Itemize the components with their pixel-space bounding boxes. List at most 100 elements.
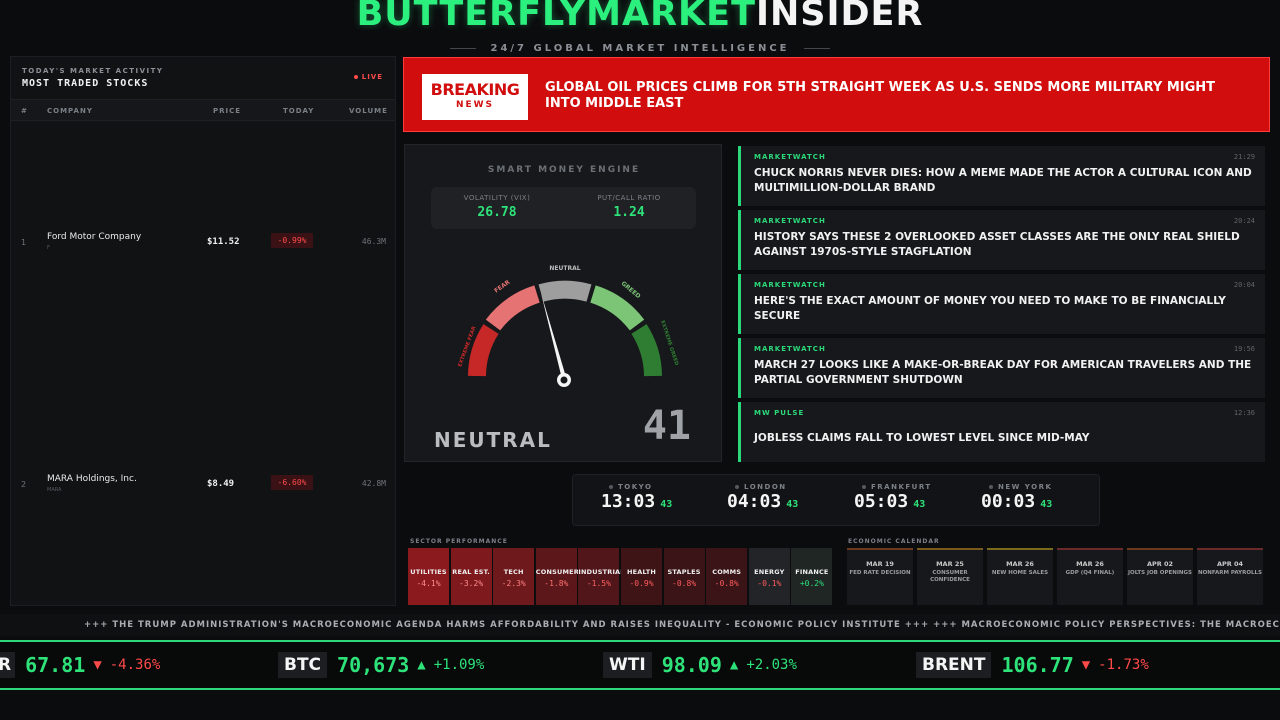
calendar-event[interactable]: MAR 25 CONSUMER CONFIDENCE	[917, 548, 983, 605]
ticker-price: 106.77	[1001, 653, 1074, 677]
calendar-event[interactable]: APR 02 JOLTS JOB OPENINGS	[1127, 548, 1193, 605]
stock-change: -0.99%	[271, 233, 313, 248]
calendar-event[interactable]: MAR 19 FED RATE DECISION	[847, 548, 913, 605]
sector-tile[interactable]: CONSUMER -1.8%	[535, 548, 580, 605]
event-name: NONFARM PAYROLLS	[1197, 570, 1262, 576]
stock-row[interactable]: 1 Ford Motor Company F $11.52 -0.99% 46.…	[11, 232, 395, 262]
sector-tile[interactable]: FINANCE +0.2%	[791, 548, 833, 605]
sector-tile[interactable]: STAPLES -0.8%	[663, 548, 705, 605]
sector-tile[interactable]: INDUSTRIAL -1.5%	[578, 548, 625, 605]
zone-label-fear: FEAR	[493, 279, 512, 295]
gauge-zone-extreme-greed	[631, 324, 662, 377]
stock-change: -6.60%	[271, 475, 313, 490]
col-volume[interactable]: VOLUME	[349, 107, 388, 115]
news-item[interactable]: MW PULSE 12:36 JOBLESS CLAIMS FALL TO LO…	[738, 402, 1265, 462]
event-name: GDP (Q4 FINAL)	[1065, 570, 1115, 576]
engine-stats: VOLATILITY (VIX) 26.78 PUT/CALL RATIO 1.…	[431, 187, 696, 229]
gauge-zone-greed	[589, 285, 645, 331]
news-headline[interactable]: HISTORY SAYS THESE 2 OVERLOOKED ASSET CL…	[754, 231, 1240, 258]
sector-value: -1.5%	[586, 579, 611, 588]
news-item[interactable]: MARKETWATCH 20:04 HERE'S THE EXACT AMOUN…	[738, 274, 1265, 334]
sector-value: -1.8%	[544, 579, 569, 588]
news-time: 20:24	[1233, 217, 1255, 225]
clock-time: 13:03	[601, 491, 656, 512]
news-source: MARKETWATCH	[754, 345, 826, 353]
ticker-symbol: WTI	[603, 652, 652, 678]
event-date: APR 02	[1146, 560, 1174, 568]
sector-tile[interactable]: UTILITIES -4.1%	[408, 548, 449, 605]
clock-city: NEW YORK	[981, 483, 1101, 491]
ticker-asset[interactable]: BRENT 106.77 ▼ -1.73%	[916, 652, 1149, 680]
sector-name: FINANCE	[795, 568, 829, 576]
gauge-pivot-center	[560, 376, 568, 384]
brand-green: BUTTERFLYMARKET	[356, 0, 756, 30]
row-num: 1	[21, 238, 27, 247]
col-today[interactable]: TODAY	[283, 107, 315, 115]
news-item[interactable]: MARKETWATCH 19:56 MARCH 27 LOOKS LIKE A …	[738, 338, 1265, 398]
gauge-zone-extreme-fear	[468, 324, 499, 377]
row-num: 2	[21, 480, 27, 489]
gauge-zone-fear	[485, 285, 541, 331]
ticker-change: -1.73%	[1098, 657, 1149, 673]
news-headline[interactable]: HERE'S THE EXACT AMOUNT OF MONEY YOU NEE…	[754, 295, 1226, 322]
calendar-event[interactable]: APR 04 NONFARM PAYROLLS	[1197, 548, 1263, 605]
news-source: MARKETWATCH	[754, 217, 826, 225]
clock-seconds: 43	[913, 499, 926, 510]
col-company[interactable]: COMPANY	[47, 107, 93, 115]
live-badge: LIVE	[353, 73, 383, 81]
news-headline[interactable]: JOBLESS CLAIMS FALL TO LOWEST LEVEL SINC…	[754, 432, 1090, 444]
stocks-subtitle: TODAY'S MARKET ACTIVITY	[22, 67, 164, 75]
calendar-event[interactable]: MAR 26 GDP (Q4 FINAL)	[1057, 548, 1123, 605]
ticker-arrow-up-icon: ▲	[729, 657, 739, 673]
news-item[interactable]: MARKETWATCH 21:29 CHUCK NORRIS NEVER DIE…	[738, 146, 1265, 206]
most-traded-panel: TODAY'S MARKET ACTIVITY MOST TRADED STOC…	[10, 56, 396, 606]
news-label: NEWS	[455, 100, 495, 110]
sector-name: UTILITIES	[410, 568, 447, 576]
sector-value: -0.8%	[714, 579, 739, 588]
clock-new-york: NEW YORK 00:03 43	[981, 483, 1101, 512]
live-dot-icon	[353, 75, 358, 79]
news-headline[interactable]: MARCH 27 LOOKS LIKE A MAKE-OR-BREAK DAY …	[754, 359, 1252, 386]
sector-tile[interactable]: TECH -2.3%	[493, 548, 535, 605]
sector-value: -3.2%	[459, 579, 484, 588]
stocks-header: TODAY'S MARKET ACTIVITY MOST TRADED STOC…	[22, 67, 163, 89]
news-time: 20:04	[1233, 281, 1255, 289]
economic-calendar-label: ECONOMIC CALENDAR	[848, 538, 940, 545]
sector-name: TECH	[503, 568, 524, 576]
news-headline[interactable]: CHUCK NORRIS NEVER DIES: HOW A MEME MADE…	[754, 167, 1252, 194]
col-price[interactable]: PRICE	[213, 107, 242, 115]
col-num: #	[21, 107, 28, 115]
smart-money-engine: SMART MONEY ENGINE VOLATILITY (VIX) 26.7…	[404, 144, 722, 462]
news-time: 21:29	[1233, 153, 1255, 161]
sector-tile[interactable]: COMMS -0.8%	[706, 548, 748, 605]
ticker-change: +2.03%	[746, 657, 797, 673]
event-date: MAR 26	[1076, 560, 1104, 568]
sector-name: INDUSTRIAL	[578, 568, 625, 576]
event-name: NEW HOME SALES	[991, 570, 1049, 576]
breaking-news-banner[interactable]: BREAKING NEWS GLOBAL OIL PRICES CLIMB FO…	[403, 57, 1270, 132]
zone-label-neutral: NEUTRAL	[549, 265, 580, 272]
ticker-change: +1.09%	[433, 657, 485, 673]
sector-tile[interactable]: REAL EST. -3.2%	[450, 548, 492, 605]
ticker-asset[interactable]: BTC 70,673 ▲ +1.09%	[278, 652, 484, 680]
breaking-headline[interactable]: GLOBAL OIL PRICES CLIMB FOR 5TH STRAIGHT…	[545, 80, 1216, 111]
sector-tile[interactable]: ENERGY -0.1%	[748, 548, 790, 605]
news-item[interactable]: MARKETWATCH 20:24 HISTORY SAYS THESE 2 O…	[738, 210, 1265, 270]
tagline: 24/7 GLOBAL MARKET INTELLIGENCE	[0, 43, 1280, 54]
gauge-needle	[541, 293, 566, 379]
stocks-title: MOST TRADED STOCKS	[22, 78, 149, 89]
stock-row[interactable]: 2 MARA Holdings, Inc. MARA $8.49 -6.60% …	[11, 474, 395, 504]
clock-seconds: 43	[1040, 499, 1053, 510]
ticker-asset[interactable]: R 67.81 ▼ -4.36%	[0, 652, 160, 680]
calendar-event[interactable]: MAR 26 NEW HOME SALES	[987, 548, 1053, 605]
news-time: 19:56	[1233, 345, 1255, 353]
ticker-arrow-down-icon: ▼	[1081, 657, 1091, 673]
sector-performance-label: SECTOR PERFORMANCE	[410, 538, 508, 545]
sector-tile[interactable]: HEALTH -0.9%	[621, 548, 662, 605]
sector-name: CONSUMER	[535, 568, 580, 576]
ticker-arrow-up-icon: ▲	[417, 657, 426, 673]
sector-name: STAPLES	[667, 568, 701, 576]
event-date: MAR 19	[866, 560, 894, 568]
zone-label-extreme-greed: EXTREME GREED	[659, 320, 679, 367]
ticker-asset[interactable]: WTI 98.09 ▲ +2.03%	[603, 652, 797, 680]
